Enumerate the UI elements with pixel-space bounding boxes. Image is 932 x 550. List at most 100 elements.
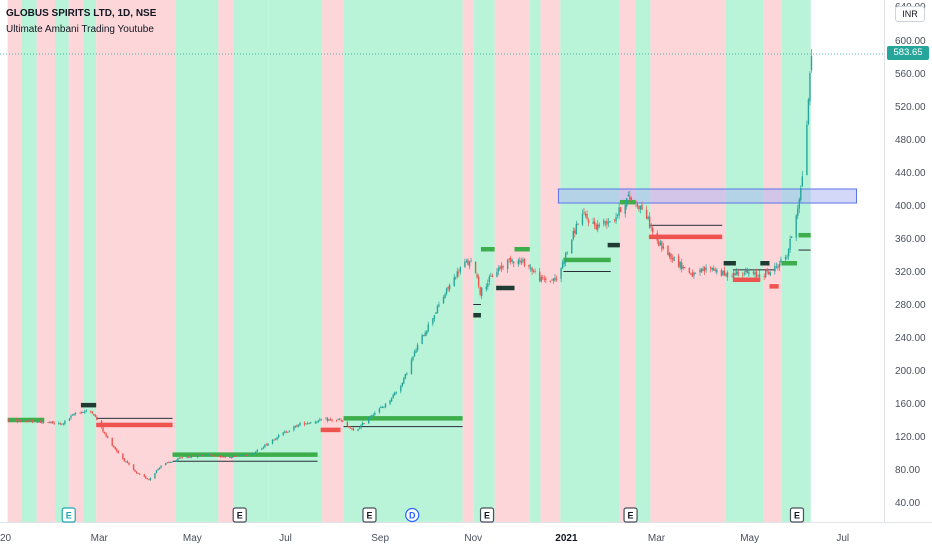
earnings-marker[interactable]: E — [61, 507, 76, 523]
price-axis[interactable]: 40.00 80.00 120.00 160.00 200.00 240.00 280.00… — [895, 2, 926, 509]
band-bull — [268, 0, 323, 522]
candle-body — [619, 207, 622, 213]
last-price-tag: 583.65 — [887, 46, 929, 60]
candle-body — [9, 419, 11, 421]
candle-body — [810, 55, 813, 71]
candle-body — [603, 220, 605, 225]
candle-body — [157, 468, 159, 471]
candle-body — [351, 428, 353, 430]
resistance-zone-box[interactable] — [557, 188, 858, 204]
candle-body — [474, 261, 477, 274]
candle-body — [551, 279, 553, 281]
candle-body — [476, 274, 478, 278]
candle-body — [378, 408, 381, 413]
candle-body — [626, 198, 628, 207]
candle-body — [82, 412, 84, 413]
candle-body — [764, 270, 767, 278]
candle-body — [371, 415, 373, 417]
candle-body — [650, 226, 652, 228]
signal-level-thin — [96, 417, 173, 419]
candle-body — [128, 462, 130, 465]
candle-body — [71, 414, 74, 416]
candle-body — [154, 473, 156, 479]
time-axis[interactable]: 20 Mar May Jul Sep Nov 2021 Mar May Jul — [0, 533, 849, 544]
candle-body — [294, 425, 297, 428]
candle-body — [314, 422, 316, 423]
candle-body — [549, 280, 552, 282]
candle-body — [688, 267, 691, 273]
candle-body — [422, 335, 425, 337]
candle-body — [149, 477, 152, 481]
candle-body — [329, 418, 332, 420]
candle-body — [726, 272, 729, 278]
signal-level-long — [781, 261, 797, 266]
band-bear — [7, 0, 22, 522]
candle-body — [415, 350, 417, 353]
symbol-title[interactable]: GLOBUS SPIRITS LTD, 1D, NSE — [6, 8, 157, 19]
candle-body — [511, 260, 513, 262]
candle-body — [485, 286, 487, 290]
candle-body — [296, 425, 298, 427]
signal-level-short — [769, 284, 779, 289]
candle-body — [755, 271, 758, 277]
candle-body — [790, 236, 793, 239]
signal-level-long — [7, 417, 45, 423]
resistance-zone[interactable] — [557, 188, 858, 204]
signal-level-short — [96, 422, 173, 428]
candle-body — [572, 230, 575, 240]
earnings-marker[interactable]: E — [479, 507, 495, 523]
candle-body — [681, 262, 683, 269]
currency-button[interactable]: INR — [895, 6, 925, 22]
signal-level-long — [343, 416, 463, 421]
time-tick-label: 2021 — [555, 533, 578, 544]
candle-body — [671, 258, 674, 260]
candle-body — [393, 392, 396, 396]
candle-body — [181, 457, 184, 459]
candle-body — [103, 431, 106, 434]
candle-body — [684, 266, 686, 268]
candle-body — [361, 422, 364, 426]
band-bull — [83, 0, 97, 522]
price-tick-label: 520.00 — [895, 102, 926, 113]
candle-body — [319, 419, 321, 421]
price-tick-label: 80.00 — [895, 465, 920, 476]
candle-body — [255, 451, 257, 453]
candle-body — [510, 257, 512, 262]
candle-body — [381, 406, 384, 408]
candle-body — [745, 270, 747, 272]
candle-body — [335, 420, 338, 422]
candle-body — [447, 286, 449, 289]
time-tick-label: Nov — [464, 533, 482, 544]
earnings-marker[interactable]: E — [232, 507, 247, 523]
earnings-marker[interactable]: E — [789, 507, 805, 523]
candle-body — [639, 205, 642, 210]
candle-body — [53, 422, 55, 424]
candle-body — [679, 261, 681, 269]
indicator-label[interactable]: Ultimate Ambani Trading Youtube — [6, 24, 154, 35]
candle-body — [126, 461, 129, 463]
candle-body — [598, 224, 600, 227]
band-bear — [619, 0, 636, 522]
candle-body — [135, 471, 138, 474]
candle-body — [198, 454, 200, 456]
candle-body — [725, 273, 727, 277]
earnings-marker[interactable]: E — [623, 507, 638, 523]
band-bull — [54, 0, 69, 522]
candle-body — [168, 461, 170, 463]
candle-body — [123, 458, 126, 462]
candle-body — [325, 418, 327, 420]
candle-body — [50, 421, 52, 423]
candle-body — [543, 278, 545, 280]
earnings-marker[interactable]: E — [362, 507, 377, 523]
candle-body — [641, 204, 643, 210]
signal-level-thin — [798, 249, 811, 251]
candle-body — [349, 427, 352, 429]
candle-body — [584, 213, 587, 216]
candle-body — [658, 240, 660, 247]
signal-level-thin — [172, 460, 318, 462]
candle-body — [222, 455, 225, 457]
candle-body — [213, 455, 216, 457]
candle-body — [586, 214, 588, 219]
dividend-marker[interactable]: D — [405, 507, 420, 523]
